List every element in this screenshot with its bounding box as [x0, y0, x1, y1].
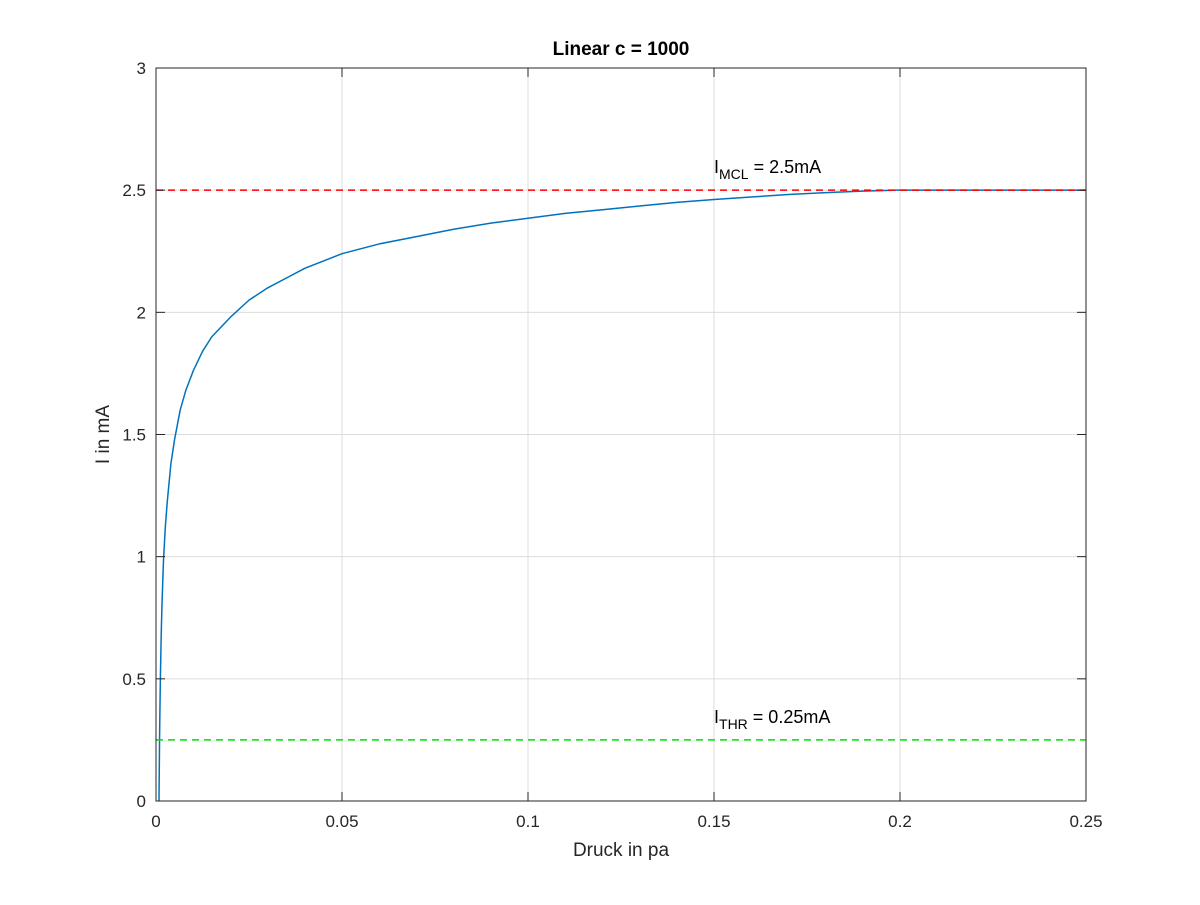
- x-tick-label: 0.2: [888, 812, 912, 831]
- y-tick-label: 0: [137, 792, 146, 811]
- y-tick-label: 3: [137, 59, 146, 78]
- series-layer: [156, 189, 1086, 802]
- series-line-current: [158, 189, 1086, 802]
- annotations: IMCL = 2.5mA ITHR = 0.25mA: [714, 157, 830, 732]
- y-tick-label: 0.5: [122, 670, 146, 689]
- annotation-label: ITHR = 0.25mA: [714, 707, 830, 732]
- x-tick-label: 0.05: [325, 812, 358, 831]
- annotation-label: IMCL = 2.5mA: [714, 157, 821, 182]
- x-tick-label: 0.25: [1069, 812, 1102, 831]
- y-tick-label: 2: [137, 303, 146, 322]
- y-tick-label: 1: [137, 548, 146, 567]
- y-tick-label: 2.5: [122, 181, 146, 200]
- y-tick-label: 1.5: [122, 426, 146, 445]
- chart-title: Linear c = 1000: [553, 39, 690, 60]
- x-tick-label: 0.1: [516, 812, 540, 831]
- y-axis-label: I in mA: [93, 405, 114, 464]
- ticks: 0 0.05 0.1 0.15 0.2 0.25 0 0.5 1 1.5 2 2.5 3: [122, 59, 1102, 831]
- x-tick-label: 0: [151, 812, 160, 831]
- x-axis-label: Druck in pa: [573, 840, 670, 861]
- x-tick-label: 0.15: [697, 812, 730, 831]
